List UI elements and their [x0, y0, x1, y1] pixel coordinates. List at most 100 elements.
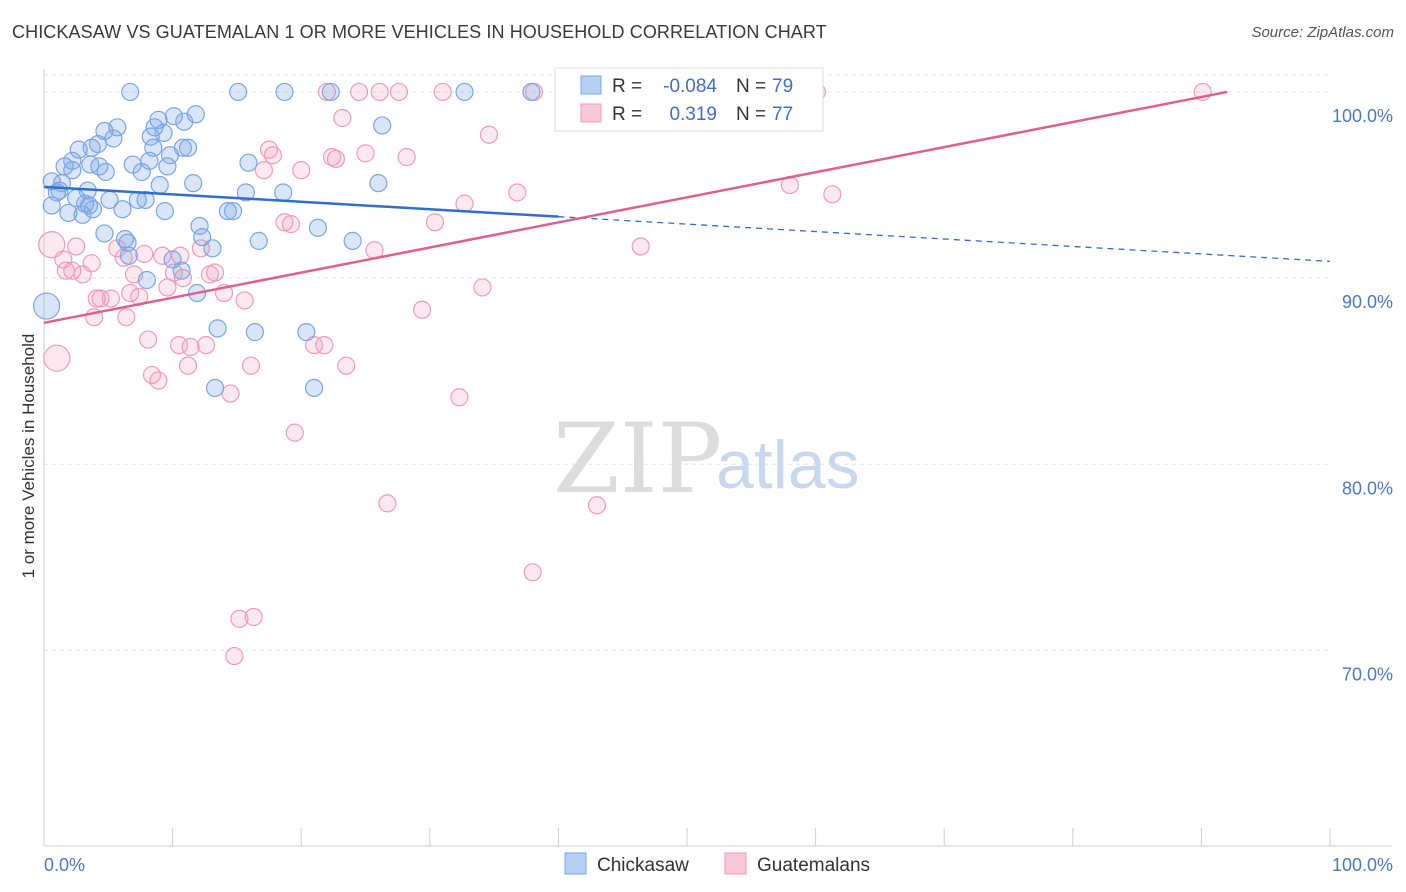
series-guatemalans-points [38, 82, 1212, 666]
chickasaw-point-57 [205, 378, 225, 398]
legend-swatch-guatemalans [580, 103, 602, 123]
chickasaw-point-29 [118, 233, 137, 252]
axes [43, 69, 1392, 847]
chickasaw-point-34 [136, 190, 155, 210]
chickasaw-point-38 [144, 138, 163, 157]
guatemalans-point-72 [587, 496, 607, 515]
stats-legend: R = -0.084 N = 79 R = 0.319 N = 77 [554, 67, 824, 132]
guatemalans-point-4 [63, 261, 82, 280]
guatemalans-point-37 [230, 609, 249, 628]
chickasaw-trend-line [43, 185, 559, 218]
chickasaw-point-21 [95, 224, 114, 243]
y-tick-labels: 70.0% 80.0% 90.0% 100.0% [1332, 106, 1393, 685]
guatemalans-point-44 [275, 213, 294, 232]
chickasaw-point-59 [218, 201, 237, 221]
chickasaw-point-54 [190, 216, 209, 236]
chickasaw-point-60 [223, 201, 243, 221]
grid-lines [44, 74, 1332, 651]
chickasaw-point-46 [164, 107, 183, 126]
bottom-legend-swatch-chickasaw [564, 852, 587, 875]
chickasaw-point-68 [297, 323, 316, 342]
guatemalans-point-52 [326, 149, 346, 169]
chickasaw-point-73 [369, 174, 388, 193]
guatemalans-point-40 [244, 607, 263, 627]
x-tick-label-min: 0.0% [44, 855, 85, 875]
guatemalans-point-0 [38, 231, 66, 259]
guatemalans-point-7 [82, 254, 101, 273]
guatemalans-point-36 [225, 646, 244, 666]
chickasaw-point-76 [522, 82, 541, 102]
guatemalans-point-15 [121, 283, 140, 303]
y-tick-label-80: 80.0% [1342, 478, 1393, 498]
series-legend: Chickasaw Guatemalans [564, 852, 870, 876]
guatemalans-point-73 [631, 237, 650, 256]
legend-r-label-guatemalans: R = [612, 104, 642, 125]
chickasaw-point-72 [343, 231, 362, 250]
chickasaw-point-42 [154, 123, 173, 142]
guatemalans-point-21 [149, 371, 168, 390]
chickasaw-point-26 [108, 118, 127, 137]
guatemalans-point-46 [285, 423, 304, 442]
chickasaw-point-56 [203, 239, 222, 258]
guatemalans-point-64 [433, 82, 452, 102]
chickasaw-point-44 [158, 157, 177, 176]
y-tick-label-90: 90.0% [1342, 292, 1393, 312]
chickasaw-point-78 [163, 250, 182, 269]
chickasaw-point-62 [236, 183, 256, 202]
chickasaw-point-7 [59, 203, 78, 223]
chickasaw-point-18 [83, 200, 102, 219]
guatemalans-point-28 [178, 356, 198, 375]
chickasaw-point-61 [229, 82, 248, 102]
chickasaw-trend-extension [558, 216, 1331, 263]
guatemalans-point-68 [479, 125, 499, 144]
guatemalans-point-65 [450, 388, 469, 407]
legend-r-value-guatemalans: 0.319 [669, 104, 717, 125]
chickasaw-point-41 [150, 175, 169, 195]
guatemalans-point-70 [523, 563, 542, 582]
guatemalans-point-27 [173, 269, 192, 288]
chickasaw-point-23 [96, 162, 115, 182]
chickasaw-point-51 [184, 174, 203, 193]
chickasaw-point-64 [245, 323, 265, 342]
guatemalans-point-33 [205, 263, 225, 282]
chickasaw-point-66 [274, 183, 293, 202]
guatemalans-point-66 [455, 194, 474, 213]
guatemalans-point-53 [333, 108, 352, 128]
guatemalans-trend-line [43, 90, 1228, 325]
chickasaw-point-25 [104, 129, 123, 148]
guatemalans-point-45 [281, 215, 301, 234]
guatemalans-point-11 [101, 289, 120, 308]
guatemalans-point-76 [823, 185, 842, 204]
chickasaw-point-12 [73, 205, 92, 224]
guatemalans-point-62 [412, 300, 432, 319]
chickasaw-point-48 [173, 138, 192, 157]
guatemalans-point-29 [181, 337, 200, 357]
guatemalans-point-10 [91, 289, 110, 308]
chickasaw-point-43 [155, 201, 174, 221]
watermark-atlas: atlas [716, 427, 860, 503]
chickasaw-point-55 [193, 228, 212, 247]
chickasaw-point-67 [275, 82, 294, 102]
guatemalans-point-54 [337, 356, 356, 375]
chickasaw-point-27 [113, 200, 132, 219]
guatemalans-point-63 [425, 213, 445, 232]
guatemalans-point-69 [508, 183, 527, 202]
guatemalans-point-39 [241, 356, 261, 375]
guatemalans-point-19 [139, 330, 158, 349]
guatemalans-point-5 [67, 237, 86, 256]
chickasaw-point-52 [186, 105, 205, 124]
chickasaw-point-35 [137, 270, 156, 290]
trend-lines [43, 90, 1331, 325]
y-tick-label-100: 100.0% [1332, 106, 1393, 126]
legend-swatch-chickasaw [580, 75, 602, 95]
guatemalans-point-58 [370, 82, 389, 102]
guatemalans-point-43 [263, 146, 283, 165]
chickasaw-point-69 [304, 378, 324, 398]
guatemalans-point-14 [117, 308, 136, 327]
chickasaw-point-30 [119, 246, 138, 265]
guatemalans-point-35 [221, 384, 240, 403]
chart-title: CHICKASAW VS GUATEMALAN 1 OR MORE VEHICL… [12, 22, 827, 42]
guatemalans-point-41 [254, 161, 274, 180]
guatemalans-point-1 [43, 344, 71, 372]
